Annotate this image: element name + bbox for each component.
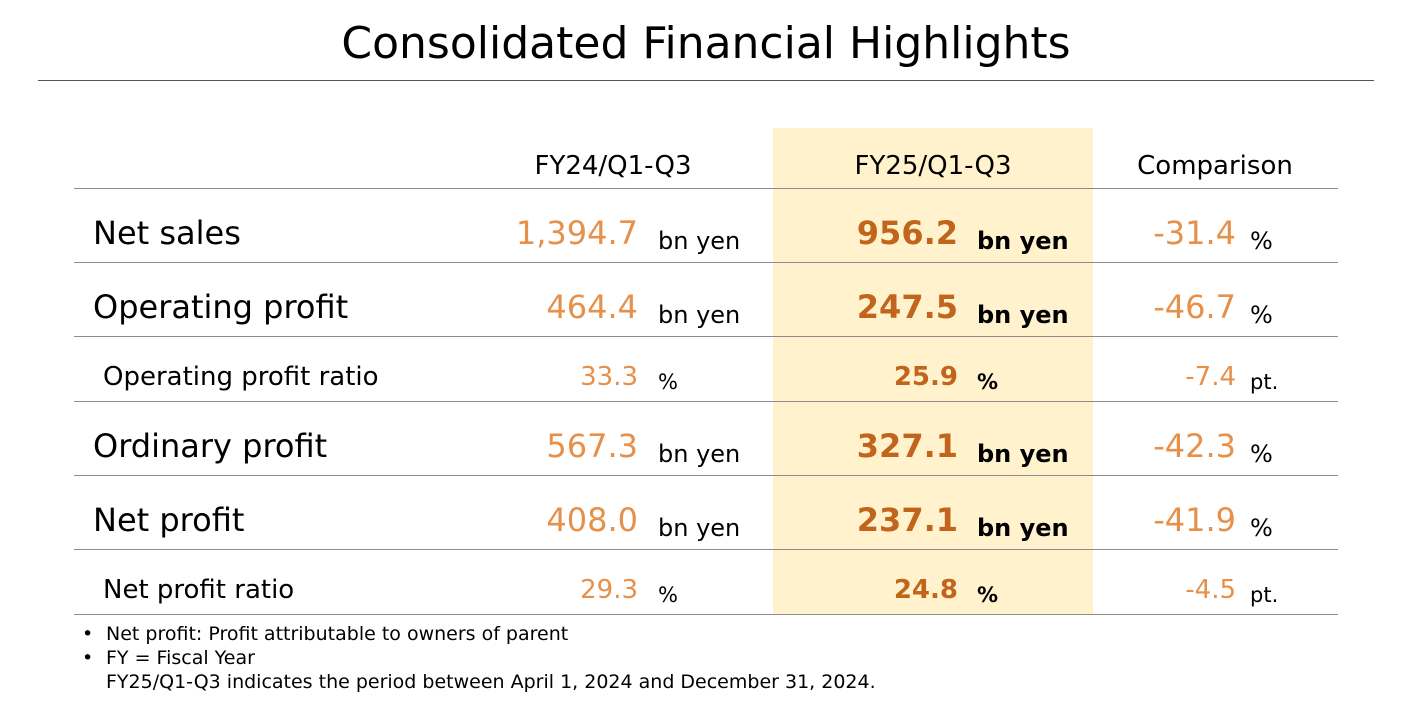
row-label: Net profit	[93, 501, 245, 539]
fy24-value: 464.4	[546, 288, 638, 326]
comparison-unit: pt.	[1250, 583, 1279, 607]
comparison-unit: %	[1250, 301, 1273, 329]
fy25-value: 24.8	[893, 575, 958, 605]
footnotes: • Net profit: Profit attributable to owne…	[82, 622, 876, 694]
fy25-unit: %	[977, 370, 999, 394]
fy25-unit: bn yen	[977, 227, 1069, 255]
comparison-unit: pt.	[1250, 370, 1279, 394]
comparison-value: -42.3	[1153, 427, 1236, 465]
fy24-unit: %	[658, 583, 678, 607]
header-divider	[74, 188, 1338, 189]
comparison-unit: %	[1250, 227, 1273, 255]
fy25-unit: %	[977, 583, 999, 607]
column-header-comparison: Comparison	[1137, 151, 1293, 181]
fy25-unit: bn yen	[977, 301, 1069, 329]
fy24-value: 408.0	[546, 501, 638, 539]
comparison-value: -4.5	[1185, 575, 1236, 605]
row-label: Operating profit ratio	[103, 362, 379, 392]
fy24-unit: bn yen	[658, 227, 741, 255]
column-header-fy24: FY24/Q1-Q3	[534, 151, 692, 181]
comparison-unit: %	[1250, 440, 1273, 468]
fy25-value: 327.1	[856, 427, 958, 465]
fy24-unit: bn yen	[658, 514, 741, 542]
table-bottom-divider	[74, 614, 1338, 615]
fy24-unit: bn yen	[658, 301, 741, 329]
row-label: Ordinary profit	[93, 427, 328, 465]
fy25-value: 956.2	[856, 214, 958, 252]
fy24-value: 567.3	[546, 427, 638, 465]
row-divider	[74, 401, 1338, 402]
page-title: Consolidated Financial Highlights	[341, 18, 1071, 69]
bullet-icon: •	[82, 623, 94, 645]
fy25-highlight-column	[773, 128, 1093, 615]
comparison-unit: %	[1250, 514, 1273, 542]
row-label: Net sales	[93, 214, 241, 252]
fy24-value: 33.3	[580, 362, 638, 392]
footnote-text: FY25/Q1-Q3 indicates the period between …	[106, 671, 876, 693]
fy25-value: 237.1	[856, 501, 958, 539]
row-label: Operating profit	[93, 288, 349, 326]
comparison-value: -7.4	[1185, 362, 1236, 392]
row-divider	[74, 549, 1338, 550]
fy24-unit: %	[658, 370, 678, 394]
comparison-value: -31.4	[1153, 214, 1236, 252]
fy24-value: 1,394.7	[515, 214, 638, 252]
fy24-value: 29.3	[580, 575, 638, 605]
comparison-value: -46.7	[1153, 288, 1236, 326]
row-divider	[74, 475, 1338, 476]
footnote: • Net profit: Profit attributable to owne…	[82, 622, 876, 646]
fy24-unit: bn yen	[658, 440, 741, 468]
row-divider	[74, 262, 1338, 263]
footnote: FY25/Q1-Q3 indicates the period between …	[82, 670, 876, 694]
footnote-text: FY = Fiscal Year	[106, 647, 255, 669]
fy25-unit: bn yen	[977, 514, 1069, 542]
fy25-value: 25.9	[893, 362, 958, 392]
row-divider	[74, 336, 1338, 337]
footnote: • FY = Fiscal Year	[82, 646, 876, 670]
fy25-value: 247.5	[856, 288, 958, 326]
column-header-fy25: FY25/Q1-Q3	[854, 151, 1012, 181]
footnote-text: Net profit: Profit attributable to owner…	[106, 623, 569, 645]
bullet-icon: •	[82, 647, 94, 669]
fy25-unit: bn yen	[977, 440, 1069, 468]
row-label: Net profit ratio	[103, 575, 295, 605]
comparison-value: -41.9	[1153, 501, 1236, 539]
title-divider	[38, 80, 1374, 81]
